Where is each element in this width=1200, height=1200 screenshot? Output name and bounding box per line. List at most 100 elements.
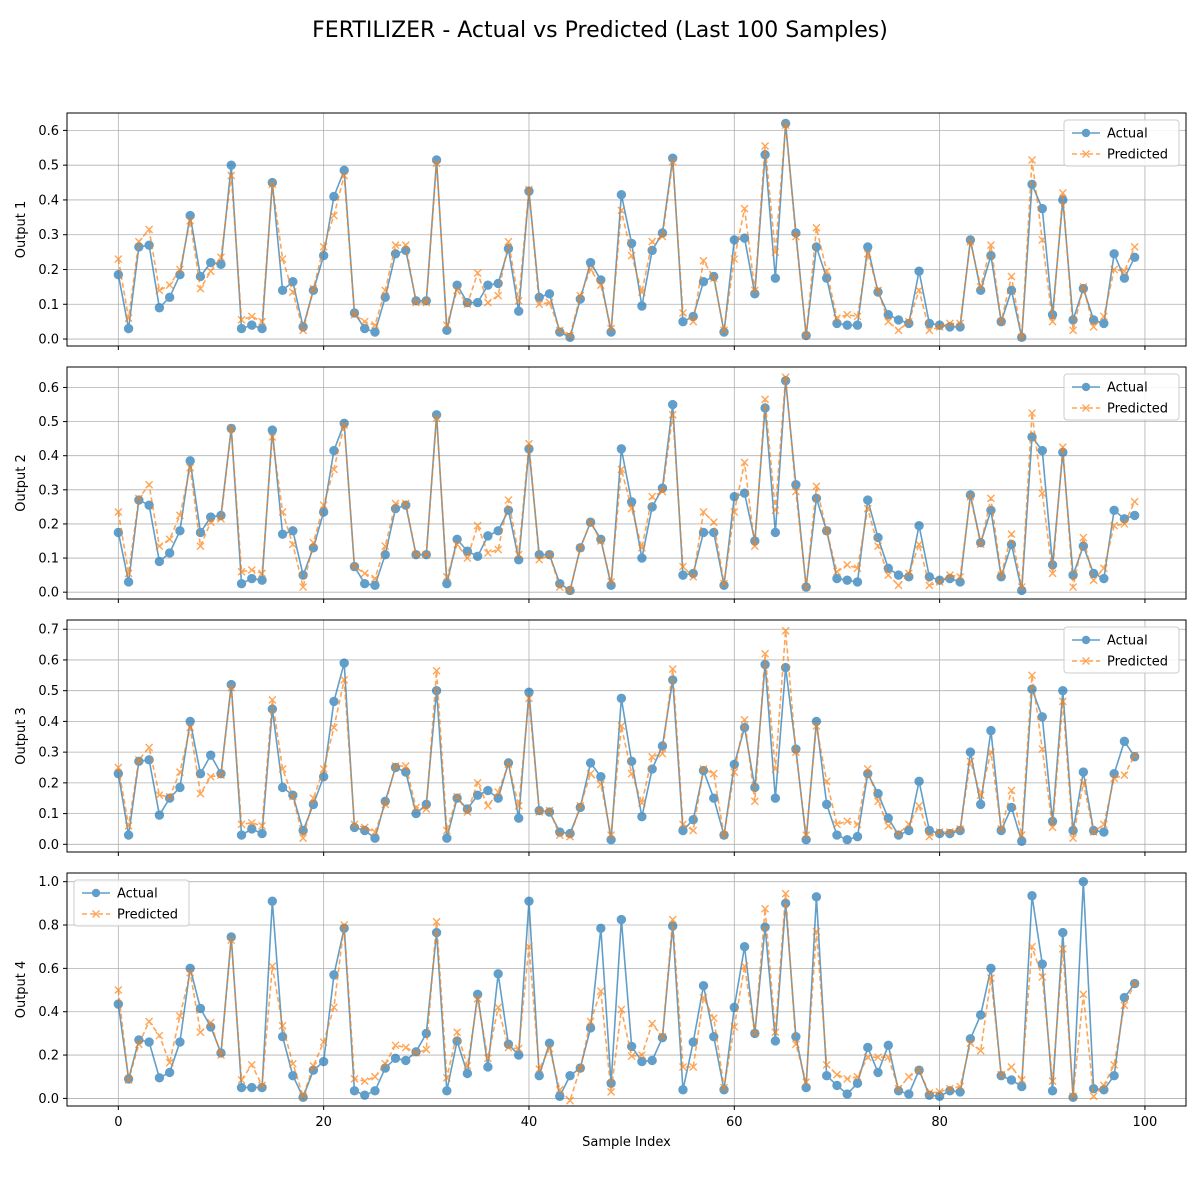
data-point-predicted	[1069, 1092, 1078, 1101]
data-point-predicted	[401, 499, 410, 508]
data-point-predicted	[689, 317, 698, 326]
data-point-predicted	[935, 828, 944, 837]
data-point-predicted	[843, 310, 852, 319]
data-point-predicted	[227, 683, 236, 692]
data-point-predicted	[494, 545, 503, 554]
data-point-predicted	[340, 675, 349, 684]
data-point-actual	[934, 828, 945, 839]
data-point-predicted	[761, 649, 770, 658]
data-point-predicted	[401, 1043, 410, 1052]
data-point-actual	[493, 969, 503, 979]
data-point-actual	[709, 1031, 719, 1042]
data-point-predicted	[247, 312, 256, 321]
data-point-predicted	[822, 777, 831, 786]
data-point-predicted	[1069, 583, 1078, 592]
data-point-predicted	[504, 237, 513, 246]
data-point-predicted	[1079, 533, 1088, 542]
y-tick-label: 0.1	[38, 552, 59, 567]
y-tick-label: 0.7	[38, 623, 59, 638]
x-tick-label: 0	[114, 1115, 122, 1130]
data-point-predicted	[412, 550, 421, 559]
data-point-predicted	[874, 1053, 883, 1062]
data-point-predicted	[791, 1040, 800, 1049]
data-point-actual	[811, 242, 822, 252]
data-point-predicted	[268, 432, 277, 441]
data-point-predicted	[1017, 1075, 1026, 1084]
data-point-predicted	[463, 300, 472, 309]
data-point-actual	[185, 456, 195, 466]
data-point-predicted	[1007, 530, 1016, 539]
x-tick-label: 40	[521, 1115, 538, 1130]
legend-label: Actual	[1107, 127, 1148, 142]
data-point-actual	[164, 548, 175, 558]
data-point-actual	[1027, 891, 1037, 901]
y-tick-label: 1.0	[38, 875, 59, 890]
data-point-predicted	[720, 1083, 729, 1092]
data-point-actual	[914, 776, 924, 787]
data-point-predicted	[976, 540, 985, 549]
data-point-predicted	[555, 326, 564, 335]
data-point-actual	[339, 658, 349, 668]
data-point-actual	[852, 1078, 863, 1088]
data-point-actual	[442, 325, 452, 336]
data-point-predicted	[884, 1053, 893, 1062]
data-point-predicted	[1120, 771, 1129, 780]
data-point-predicted	[134, 1040, 143, 1049]
y-tick-label: 0.2	[38, 263, 59, 278]
data-point-predicted	[699, 256, 708, 265]
data-point-predicted	[956, 572, 965, 581]
data-point-predicted	[1017, 831, 1026, 840]
data-point-actual	[534, 1070, 544, 1081]
data-point-predicted	[329, 723, 338, 732]
data-point-predicted	[1007, 272, 1016, 281]
data-point-predicted	[986, 241, 995, 250]
data-point-actual	[472, 790, 483, 800]
data-point-predicted	[915, 540, 924, 549]
data-point-predicted	[802, 583, 811, 592]
data-point-predicted	[1079, 282, 1088, 291]
data-point-actual	[842, 1089, 852, 1099]
data-point-predicted	[1058, 443, 1067, 452]
series-actual	[113, 658, 1140, 846]
data-point-predicted	[1099, 820, 1108, 829]
data-point-predicted	[843, 560, 852, 569]
data-point-predicted	[925, 581, 934, 590]
data-point-predicted	[812, 482, 821, 491]
series-actual	[113, 375, 1140, 596]
y-tick-label: 0.8	[38, 919, 59, 934]
data-point-predicted	[237, 315, 246, 324]
data-point-actual	[657, 741, 668, 751]
data-point-predicted	[1069, 834, 1078, 843]
data-point-actual	[986, 725, 996, 736]
y-tick-label: 0.3	[38, 483, 59, 498]
data-point-actual	[370, 1086, 380, 1096]
data-point-predicted	[596, 537, 605, 545]
y-tick-label: 0.2	[38, 1049, 59, 1064]
data-point-actual	[164, 292, 175, 303]
series-line-predicted	[117, 630, 1136, 839]
data-point-predicted	[730, 508, 739, 516]
data-point-predicted	[986, 974, 995, 983]
data-point-predicted	[114, 255, 123, 264]
data-point-actual	[524, 896, 534, 906]
legend-marker	[92, 910, 100, 918]
data-point-predicted	[740, 204, 749, 213]
data-point-predicted	[175, 1012, 184, 1021]
data-point-actual	[483, 1062, 493, 1072]
legend-swatch-predicted	[82, 910, 110, 918]
data-point-predicted	[453, 792, 462, 801]
data-point-predicted	[329, 465, 338, 474]
data-point-predicted	[894, 829, 903, 838]
data-point-predicted	[566, 832, 575, 841]
data-point-predicted	[689, 826, 698, 835]
data-point-actual	[493, 526, 503, 536]
data-point-predicted	[781, 373, 790, 382]
data-point-predicted	[904, 569, 913, 578]
data-point-predicted	[791, 748, 800, 757]
data-point-predicted	[381, 286, 390, 295]
data-point-predicted	[586, 518, 595, 527]
y-axis-label: Output 4	[14, 961, 29, 1019]
data-point-predicted	[668, 157, 677, 166]
data-point-predicted	[637, 543, 646, 552]
